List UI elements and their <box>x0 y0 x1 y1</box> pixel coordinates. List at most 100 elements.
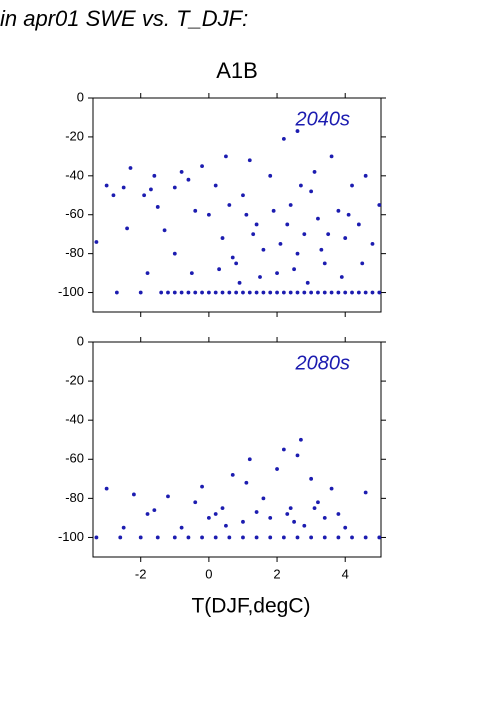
y-tick-label: -80 <box>65 245 84 260</box>
scatter-point <box>295 129 300 133</box>
scatter-point <box>186 290 191 295</box>
scatter-point <box>268 535 273 540</box>
y-tick-label: -40 <box>65 412 84 427</box>
x-tick-label: 4 <box>342 566 349 581</box>
scatter-point <box>193 290 198 295</box>
y-tick-label: -40 <box>65 167 84 182</box>
scatter-point <box>346 212 351 217</box>
x-tick-label: 0 <box>205 566 212 581</box>
scatter-point <box>152 508 157 512</box>
scatter-point <box>281 447 286 452</box>
scatter-point <box>206 212 211 217</box>
scatter-point <box>309 476 314 481</box>
period-label: 2080s <box>295 352 351 374</box>
scatter-point <box>292 267 296 272</box>
scatter-point <box>322 516 327 520</box>
scatter-point <box>172 290 177 295</box>
y-tick-label: 0 <box>77 333 84 348</box>
scatter-point <box>128 166 133 170</box>
scatter-point <box>241 535 245 540</box>
scatter-point <box>377 535 382 540</box>
page-heading: in apr01 SWE vs. T_DJF: <box>0 6 248 31</box>
scatter-point <box>336 290 341 295</box>
scatter-point <box>237 280 242 285</box>
scatter-point <box>179 170 184 174</box>
scatter-point <box>356 222 361 227</box>
panel-title: A1B <box>216 58 258 83</box>
scatter-point <box>254 222 259 227</box>
scatter-point <box>125 226 129 231</box>
scatter-point <box>360 261 365 266</box>
scatter-point <box>350 290 354 295</box>
y-tick-label: -20 <box>65 128 84 143</box>
scatter-point <box>166 494 170 499</box>
scatter-point <box>217 267 222 272</box>
scatter-point <box>247 290 252 295</box>
scatter-point <box>104 183 109 188</box>
scatter-point <box>206 516 211 520</box>
scatter-point <box>261 290 266 295</box>
scatter-point <box>281 290 286 295</box>
scatter-point <box>145 271 150 275</box>
scatter-point <box>220 506 225 511</box>
scatter-point <box>275 467 279 471</box>
scatter-point <box>159 290 164 295</box>
x-tick-label: -2 <box>135 566 147 581</box>
scatter-point <box>142 193 147 198</box>
scatter-point <box>363 535 368 540</box>
y-tick-label: -80 <box>65 490 84 505</box>
scatter-point <box>363 173 368 178</box>
scatter-point <box>326 232 331 237</box>
scatter-point <box>319 247 324 252</box>
scatter-point <box>309 189 314 194</box>
scatter-point <box>295 251 300 256</box>
scatter-point <box>292 519 296 524</box>
scatter-point <box>377 203 382 207</box>
scatter-point <box>322 535 327 540</box>
scatter-point <box>149 187 153 192</box>
scatter-point <box>302 290 307 295</box>
scatter-point <box>295 535 300 540</box>
scatter-point <box>234 261 239 266</box>
scatter-point <box>275 271 279 275</box>
scatter-point <box>251 232 256 237</box>
scatter-point <box>114 290 119 295</box>
scatter-point <box>213 290 218 295</box>
scatter-point <box>227 290 232 295</box>
scatter-point <box>275 290 279 295</box>
scatter-point <box>288 203 293 207</box>
scatter-point <box>152 173 157 178</box>
scatter-point <box>227 203 232 207</box>
scatter-point <box>261 247 266 252</box>
scatter-point <box>278 242 283 246</box>
x-axis-label: T(DJF,degC) <box>191 595 310 618</box>
scatter-point <box>111 193 116 198</box>
scatter-point <box>329 154 334 159</box>
scatter-point <box>162 228 167 233</box>
scatter-point <box>94 240 99 244</box>
scatter-point <box>363 290 368 295</box>
scatter-point <box>268 516 273 520</box>
scatter-point <box>309 290 314 295</box>
scatter-point <box>299 437 303 442</box>
scatter-point <box>247 158 252 163</box>
scatter-point <box>254 535 259 540</box>
scatter-point <box>241 519 245 524</box>
scatter-point <box>281 535 286 540</box>
scatter-point <box>172 535 177 540</box>
scatter-point <box>370 290 375 295</box>
scatter-point <box>316 216 320 221</box>
scatter-point <box>281 136 286 141</box>
scatter-point <box>241 193 245 198</box>
scatter-point <box>302 232 307 237</box>
period-label: 2040s <box>295 108 351 130</box>
scatter-point <box>121 525 126 530</box>
scatter-point <box>329 486 334 491</box>
scatter-point <box>312 170 317 174</box>
scatter-point <box>343 236 348 240</box>
scatter-point <box>138 535 143 540</box>
scatter-point <box>224 523 228 528</box>
scatter-point <box>186 535 191 540</box>
scatter-point <box>350 535 354 540</box>
scatter-point <box>316 290 320 295</box>
